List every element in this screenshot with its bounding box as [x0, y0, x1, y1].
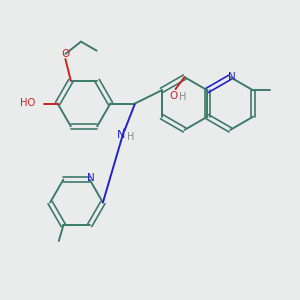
Text: O: O — [61, 49, 70, 59]
Text: HO: HO — [20, 98, 36, 109]
Text: O: O — [169, 91, 178, 101]
Text: N: N — [117, 130, 125, 140]
Text: H: H — [179, 92, 186, 103]
Text: N: N — [229, 72, 236, 82]
Text: H: H — [128, 132, 135, 142]
Text: N: N — [87, 173, 95, 183]
